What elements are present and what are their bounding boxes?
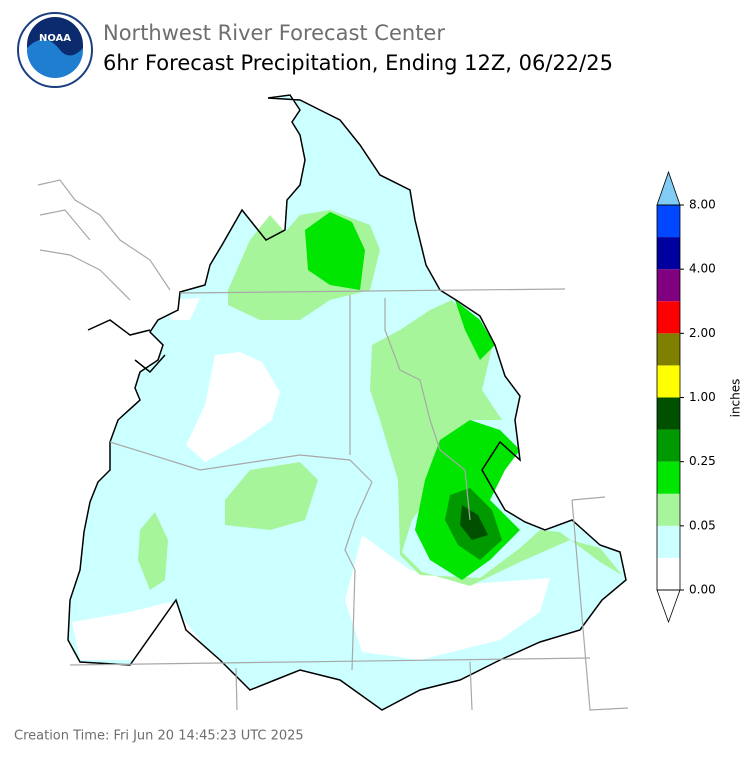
coast [87, 319, 166, 374]
basin-outline [67, 94, 627, 711]
colorbar-tick-label: 0.00 [689, 583, 716, 597]
colorbar-segment [657, 301, 680, 334]
colorbar-segment [657, 237, 680, 270]
light-precip [138, 512, 168, 590]
logo-text: NOAA [39, 33, 71, 44]
moderate-precip [305, 212, 365, 290]
org-title: Northwest River Forecast Center [103, 21, 445, 45]
creation-time: Creation Time: Fri Jun 20 14:45:23 UTC 2… [14, 729, 304, 744]
colorbar-tick-label: 4.00 [689, 262, 716, 276]
colorbar-segment [657, 429, 680, 462]
colorbar-segment [657, 557, 680, 590]
colorbar-tick-label: 8.00 [689, 198, 716, 212]
dry-area [345, 535, 550, 660]
colorbar-under [656, 589, 681, 624]
colorbar-segment [657, 365, 680, 398]
moderate-precip [455, 300, 495, 360]
colorbar-segment [657, 461, 680, 494]
light-precip [225, 462, 318, 530]
dry-area [72, 602, 200, 660]
colorbar: 0.00 0.05 0.25 1.00 2.00 4.00 8.00 [656, 170, 716, 624]
colorbar-segment [657, 525, 680, 558]
colorbar-segment [657, 397, 680, 430]
colorbar-label: inches [729, 379, 743, 418]
colorbar-tick-label: 1.00 [689, 390, 716, 404]
colorbar-segment [657, 269, 680, 302]
heaviest-precip [460, 505, 488, 540]
borders [37, 179, 629, 711]
colorbar-tick-label: 0.05 [689, 518, 716, 532]
colorbar-tick-label: 0.25 [689, 454, 716, 468]
dry-area [170, 298, 200, 320]
light-precip [370, 300, 622, 586]
colorbar-tick-label: 2.00 [689, 326, 716, 340]
colorbar-segment [657, 205, 680, 238]
dry-area [186, 352, 280, 462]
colorbar-over [656, 170, 681, 206]
map [37, 94, 629, 711]
logo-sky [27, 17, 83, 56]
logo: NOAA [17, 12, 93, 88]
colorbar-segment [657, 333, 680, 366]
map-title: 6hr Forecast Precipitation, Ending 12Z, … [103, 51, 613, 75]
colorbar-segment [657, 493, 680, 526]
